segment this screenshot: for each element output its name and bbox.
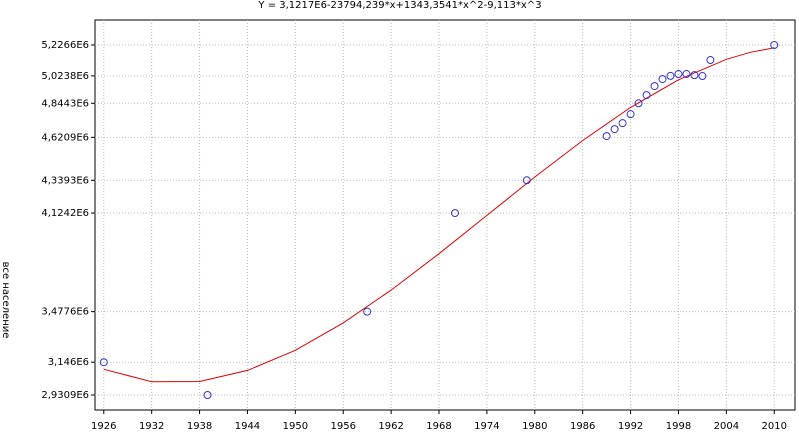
data-point [698,72,707,81]
y-tick-label: 4,3393E6 [41,175,89,186]
data-point [626,110,635,119]
chart-title: Y = 3,1217E6-23794,239*x+1343,3541*x^2-9… [257,0,541,11]
x-tick-label: 1968 [426,421,451,432]
data-point [658,75,667,84]
x-tick-label: 1962 [378,421,403,432]
data-point [634,99,643,108]
y-tick-label: 2,9309E6 [41,390,89,401]
y-tick-label: 3,4776E6 [41,307,89,318]
x-tick-label: 2004 [714,421,739,432]
data-point [770,40,779,49]
x-tick-label: 1998 [666,421,691,432]
x-tick-label: 1944 [235,421,260,432]
data-point [618,119,627,128]
data-point [363,307,372,316]
data-point [642,91,651,100]
data-point [602,132,611,141]
data-point [682,70,691,79]
data-point [450,209,459,218]
x-tick-label: 1950 [283,421,308,432]
x-tick-label: 1938 [187,421,212,432]
y-axis-label: все население [0,262,11,339]
x-tick-label: 1932 [139,421,164,432]
x-tick-label: 1926 [91,421,116,432]
data-point [650,82,659,91]
data-point [690,71,699,80]
data-point [522,176,531,185]
data-point [99,358,108,367]
data-point [674,70,683,79]
data-point [666,71,675,80]
data-point [706,56,715,65]
x-tick-label: 2010 [762,421,787,432]
y-tick-label: 5,0238E6 [41,71,89,82]
x-tick-label: 1980 [522,421,547,432]
x-tick-label: 1986 [570,421,595,432]
y-tick-label: 3,146E6 [48,357,89,368]
plot-frame [94,19,796,411]
y-tick-label: 4,6209E6 [41,132,89,143]
data-point [203,390,212,399]
x-tick-label: 1974 [474,421,499,432]
y-tick-label: 4,8443E6 [41,98,89,109]
x-tick-label: 1992 [618,421,643,432]
y-tick-label: 5,2266E6 [41,40,89,51]
fit-curve [103,47,775,383]
x-tick-label: 1956 [331,421,356,432]
data-point [610,125,619,134]
y-tick-label: 4,1242E6 [41,208,89,219]
